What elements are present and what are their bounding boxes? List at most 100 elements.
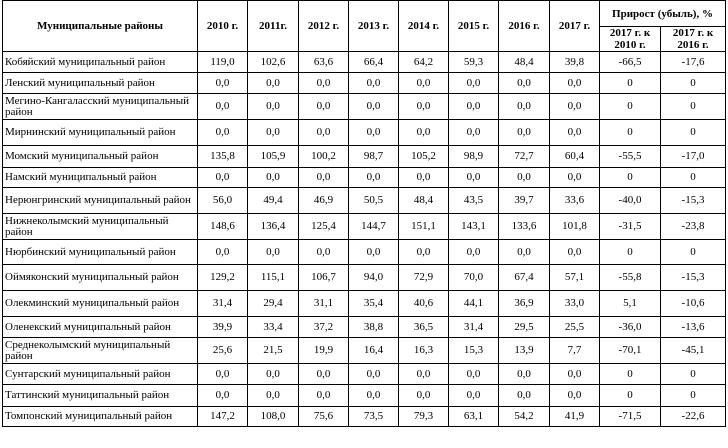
- year-value-cell: 0,0: [549, 72, 600, 94]
- year-value-cell: 0,0: [247, 384, 299, 407]
- year-value-cell: 147,2: [197, 406, 248, 427]
- year-value-cell: 101,8: [549, 213, 600, 240]
- year-value-cell: 0,0: [197, 167, 248, 188]
- year-value-cell: 0,0: [498, 167, 550, 188]
- year-value-cell: 129,2: [197, 264, 248, 291]
- growth-value-cell: 0: [660, 239, 726, 265]
- year-value-cell: 0,0: [549, 239, 600, 265]
- table-row: Сунтарский муниципальный район 0,0 0,0 0,0 0…: [2, 363, 726, 385]
- year-value-cell: 98,9: [448, 145, 499, 168]
- growth-value-cell: -17,6: [660, 51, 726, 73]
- year-value-cell: 0,0: [398, 239, 449, 265]
- year-value-cell: 144,7: [348, 213, 399, 240]
- year-value-cell: 0,0: [247, 119, 299, 146]
- year-value-cell: 50,5: [348, 187, 399, 214]
- year-value-cell: 0,0: [448, 363, 499, 385]
- table-row: Намский муниципальный район 0,0 0,0 0,0 0,0 0…: [2, 167, 726, 188]
- year-value-cell: 0,0: [197, 119, 248, 146]
- growth-value-cell: 0: [660, 93, 726, 120]
- table-row: Среднеколымский муниципальный район 25,6 2…: [2, 337, 726, 364]
- year-value-cell: 25,5: [549, 316, 600, 338]
- year-value-cell: 151,1: [398, 213, 449, 240]
- growth-value-cell: -70,1: [599, 337, 661, 364]
- year-value-cell: 0,0: [448, 384, 499, 407]
- year-value-cell: 0,0: [247, 363, 299, 385]
- growth-value-cell: -31,5: [599, 213, 661, 240]
- year-value-cell: 73,5: [348, 406, 399, 427]
- district-name-cell: Олекминский муниципальный район: [2, 290, 198, 317]
- district-name-cell: Момский муниципальный район: [2, 145, 198, 168]
- district-name-cell: Среднеколымский муниципальный район: [2, 337, 198, 364]
- year-value-cell: 0,0: [247, 167, 299, 188]
- year-value-cell: 0,0: [498, 119, 550, 146]
- year-value-cell: 48,4: [498, 51, 550, 73]
- year-value-cell: 41,9: [549, 406, 600, 427]
- year-value-cell: 44,1: [448, 290, 499, 317]
- growth-value-cell: -55,5: [599, 145, 661, 168]
- year-value-cell: 0,0: [247, 239, 299, 265]
- year-value-cell: 0,0: [298, 167, 349, 188]
- year-value-cell: 67,4: [498, 264, 550, 291]
- year-value-cell: 43,5: [448, 187, 499, 214]
- year-value-cell: 0,0: [298, 384, 349, 407]
- growth-value-cell: 0: [660, 72, 726, 94]
- year-value-cell: 7,7: [549, 337, 600, 364]
- district-name-cell: Мирнинский муниципальный район: [2, 119, 198, 146]
- year-value-cell: 94,0: [348, 264, 399, 291]
- year-value-cell: 60,4: [549, 145, 600, 168]
- growth-value-cell: 0: [599, 384, 661, 407]
- district-name-cell: Мегино-Кангаласский муниципальный район: [2, 93, 198, 120]
- year-value-cell: 16,4: [348, 337, 399, 364]
- year-value-cell: 0,0: [498, 239, 550, 265]
- growth-value-cell: -36,0: [599, 316, 661, 338]
- year-value-cell: 0,0: [398, 167, 449, 188]
- district-name-cell: Оймяконский муниципальный район: [2, 264, 198, 291]
- year-value-cell: 63,1: [448, 406, 499, 427]
- district-name-cell: Нюрбинский муниципальный район: [2, 239, 198, 265]
- year-column-header: 2010 г.: [197, 0, 248, 52]
- growth-value-cell: 0: [599, 363, 661, 385]
- data-table: Муниципальные районы 2010 г. 2011г. 2012…: [2, 0, 726, 427]
- year-value-cell: 0,0: [298, 363, 349, 385]
- year-column-header: 2015 г.: [448, 0, 499, 52]
- year-value-cell: 39,7: [498, 187, 550, 214]
- year-value-cell: 75,6: [298, 406, 349, 427]
- table-row: Нижнеколымский муниципальный район 148,6 1…: [2, 213, 726, 240]
- year-column-header: 2013 г.: [348, 0, 399, 52]
- growth-value-cell: -22,6: [660, 406, 726, 427]
- growth-value-cell: 0: [599, 239, 661, 265]
- year-value-cell: 33,0: [549, 290, 600, 317]
- year-value-cell: 0,0: [348, 239, 399, 265]
- table-row: Момский муниципальный район 135,8 105,9 100…: [2, 145, 726, 168]
- year-value-cell: 0,0: [549, 363, 600, 385]
- year-value-cell: 0,0: [197, 363, 248, 385]
- growth-value-cell: 0: [660, 119, 726, 146]
- year-value-cell: 0,0: [298, 93, 349, 120]
- year-value-cell: 0,0: [197, 93, 248, 120]
- table-row: Томпонский муниципальный район 147,2 108,0…: [2, 406, 726, 427]
- year-value-cell: 31,4: [448, 316, 499, 338]
- year-value-cell: 31,4: [197, 290, 248, 317]
- year-value-cell: 0,0: [448, 239, 499, 265]
- growth-value-cell: -55,8: [599, 264, 661, 291]
- district-name-cell: Томпонский муниципальный район: [2, 406, 198, 427]
- year-value-cell: 66,4: [348, 51, 399, 73]
- year-value-cell: 0,0: [398, 72, 449, 94]
- growth-value-cell: -66,5: [599, 51, 661, 73]
- district-column-header: Муниципальные районы: [2, 0, 198, 52]
- year-value-cell: 40,6: [398, 290, 449, 317]
- year-value-cell: 36,5: [398, 316, 449, 338]
- year-value-cell: 37,2: [298, 316, 349, 338]
- growth-value-cell: -13,6: [660, 316, 726, 338]
- year-value-cell: 102,6: [247, 51, 299, 73]
- year-value-cell: 15,3: [448, 337, 499, 364]
- year-value-cell: 125,4: [298, 213, 349, 240]
- year-value-cell: 100,2: [298, 145, 349, 168]
- year-value-cell: 0,0: [348, 384, 399, 407]
- year-value-cell: 57,1: [549, 264, 600, 291]
- year-value-cell: 143,1: [448, 213, 499, 240]
- year-value-cell: 36,9: [498, 290, 550, 317]
- year-value-cell: 0,0: [498, 384, 550, 407]
- year-value-cell: 0,0: [348, 119, 399, 146]
- year-column-header: 2011г.: [247, 0, 299, 52]
